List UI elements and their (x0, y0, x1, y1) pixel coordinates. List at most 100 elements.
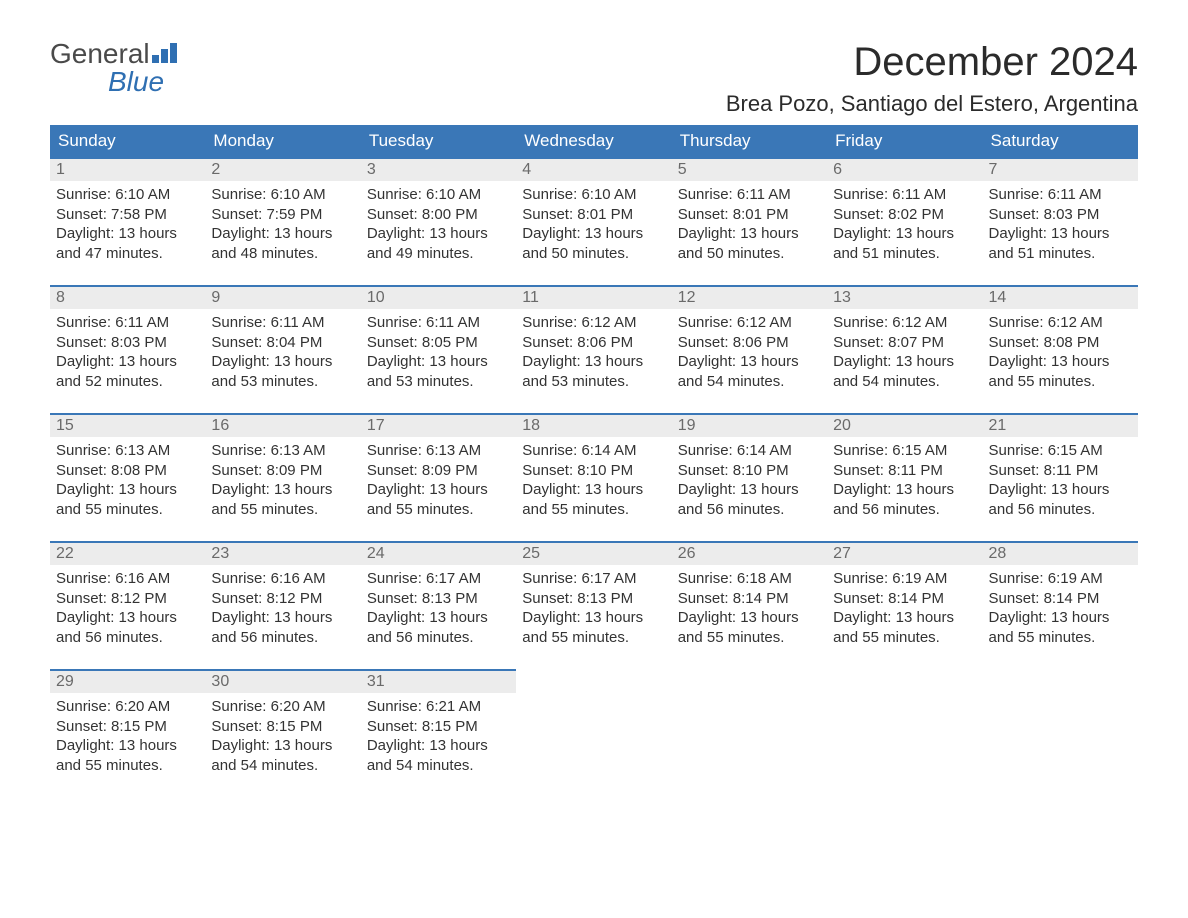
day-details: Sunrise: 6:12 AMSunset: 8:06 PMDaylight:… (516, 309, 671, 399)
day-number: 23 (205, 541, 360, 565)
day-number: 5 (672, 157, 827, 181)
sunset-line: Sunset: 8:01 PM (678, 205, 821, 225)
sunrise-line: Sunrise: 6:17 AM (522, 569, 665, 589)
daylight-line: Daylight: 13 hours and 55 minutes. (522, 480, 665, 519)
sunrise-line: Sunrise: 6:10 AM (56, 185, 199, 205)
weekday-header: Wednesday (516, 125, 671, 157)
sunset-line: Sunset: 8:11 PM (833, 461, 976, 481)
sunrise-line: Sunrise: 6:10 AM (522, 185, 665, 205)
day-details: Sunrise: 6:14 AMSunset: 8:10 PMDaylight:… (516, 437, 671, 527)
daylight-line: Daylight: 13 hours and 54 minutes. (678, 352, 821, 391)
calendar-day-cell: 19Sunrise: 6:14 AMSunset: 8:10 PMDayligh… (672, 413, 827, 541)
calendar-day-cell: 2Sunrise: 6:10 AMSunset: 7:59 PMDaylight… (205, 157, 360, 285)
sunset-line: Sunset: 8:06 PM (678, 333, 821, 353)
day-number: 6 (827, 157, 982, 181)
calendar-day-cell: 15Sunrise: 6:13 AMSunset: 8:08 PMDayligh… (50, 413, 205, 541)
day-number: 21 (983, 413, 1138, 437)
calendar-day-cell: 7 Sunrise: 6:11 AMSunset: 8:03 PMDaylight… (983, 157, 1138, 285)
day-number: 20 (827, 413, 982, 437)
daylight-line: Daylight: 13 hours and 51 minutes. (989, 224, 1132, 263)
day-details: Sunrise: 6:10 AMSunset: 8:01 PMDaylight:… (516, 181, 671, 271)
day-number: 8 (50, 285, 205, 309)
day-number: 26 (672, 541, 827, 565)
day-details: Sunrise: 6:16 AMSunset: 8:12 PMDaylight:… (205, 565, 360, 655)
daylight-line: Daylight: 13 hours and 53 minutes. (522, 352, 665, 391)
calendar-day-cell (827, 669, 982, 797)
daylight-line: Daylight: 13 hours and 53 minutes. (367, 352, 510, 391)
sunrise-line: Sunrise: 6:20 AM (211, 697, 354, 717)
day-details: Sunrise: 6:16 AMSunset: 8:12 PMDaylight:… (50, 565, 205, 655)
sunset-line: Sunset: 8:15 PM (367, 717, 510, 737)
daylight-line: Daylight: 13 hours and 56 minutes. (56, 608, 199, 647)
sunset-line: Sunset: 8:07 PM (833, 333, 976, 353)
day-details: Sunrise: 6:11 AMSunset: 8:03 PMDaylight:… (50, 309, 205, 399)
sunrise-line: Sunrise: 6:12 AM (678, 313, 821, 333)
location-subtitle: Brea Pozo, Santiago del Estero, Argentin… (726, 91, 1138, 117)
calendar-day-cell: 17Sunrise: 6:13 AMSunset: 8:09 PMDayligh… (361, 413, 516, 541)
day-details: Sunrise: 6:11 AMSunset: 8:01 PMDaylight:… (672, 181, 827, 271)
day-number: 29 (50, 669, 205, 693)
day-number: 7 (983, 157, 1138, 181)
sunrise-line: Sunrise: 6:10 AM (211, 185, 354, 205)
sunset-line: Sunset: 8:15 PM (211, 717, 354, 737)
day-number: 2 (205, 157, 360, 181)
sunrise-line: Sunrise: 6:13 AM (56, 441, 199, 461)
sunrise-line: Sunrise: 6:12 AM (833, 313, 976, 333)
daylight-line: Daylight: 13 hours and 50 minutes. (678, 224, 821, 263)
day-details: Sunrise: 6:20 AMSunset: 8:15 PMDaylight:… (205, 693, 360, 783)
sunset-line: Sunset: 8:14 PM (989, 589, 1132, 609)
sunrise-line: Sunrise: 6:13 AM (211, 441, 354, 461)
day-details: Sunrise: 6:19 AMSunset: 8:14 PMDaylight:… (827, 565, 982, 655)
day-details: Sunrise: 6:13 AMSunset: 8:08 PMDaylight:… (50, 437, 205, 527)
bars-icon (152, 40, 180, 68)
calendar-day-cell: 11Sunrise: 6:12 AMSunset: 8:06 PMDayligh… (516, 285, 671, 413)
sunrise-line: Sunrise: 6:19 AM (989, 569, 1132, 589)
calendar-day-cell: 6Sunrise: 6:11 AMSunset: 8:02 PMDaylight… (827, 157, 982, 285)
day-number: 16 (205, 413, 360, 437)
day-details: Sunrise: 6:10 AMSunset: 8:00 PMDaylight:… (361, 181, 516, 271)
day-details: Sunrise: 6:17 AMSunset: 8:13 PMDaylight:… (361, 565, 516, 655)
calendar-day-cell: 8Sunrise: 6:11 AMSunset: 8:03 PMDaylight… (50, 285, 205, 413)
sunrise-line: Sunrise: 6:16 AM (56, 569, 199, 589)
day-number: 12 (672, 285, 827, 309)
sunset-line: Sunset: 8:05 PM (367, 333, 510, 353)
calendar-week-row: 22Sunrise: 6:16 AMSunset: 8:12 PMDayligh… (50, 541, 1138, 669)
day-details: Sunrise: 6:11 AMSunset: 8:05 PMDaylight:… (361, 309, 516, 399)
logo-word-blue: Blue (50, 68, 180, 96)
sunset-line: Sunset: 8:02 PM (833, 205, 976, 225)
daylight-line: Daylight: 13 hours and 55 minutes. (367, 480, 510, 519)
day-details: Sunrise: 6:13 AMSunset: 8:09 PMDaylight:… (205, 437, 360, 527)
sunrise-line: Sunrise: 6:12 AM (522, 313, 665, 333)
sunset-line: Sunset: 8:09 PM (211, 461, 354, 481)
day-number: 22 (50, 541, 205, 565)
calendar-day-cell: 27Sunrise: 6:19 AMSunset: 8:14 PMDayligh… (827, 541, 982, 669)
sunset-line: Sunset: 7:58 PM (56, 205, 199, 225)
sunset-line: Sunset: 8:14 PM (678, 589, 821, 609)
daylight-line: Daylight: 13 hours and 55 minutes. (56, 480, 199, 519)
sunset-line: Sunset: 8:13 PM (367, 589, 510, 609)
sunset-line: Sunset: 8:04 PM (211, 333, 354, 353)
sunrise-line: Sunrise: 6:21 AM (367, 697, 510, 717)
calendar-day-cell: 29Sunrise: 6:20 AMSunset: 8:15 PMDayligh… (50, 669, 205, 797)
day-number: 4 (516, 157, 671, 181)
sunrise-line: Sunrise: 6:14 AM (522, 441, 665, 461)
calendar-day-cell: 24Sunrise: 6:17 AMSunset: 8:13 PMDayligh… (361, 541, 516, 669)
weekday-header: Saturday (983, 125, 1138, 157)
daylight-line: Daylight: 13 hours and 50 minutes. (522, 224, 665, 263)
calendar-day-cell: 20Sunrise: 6:15 AMSunset: 8:11 PMDayligh… (827, 413, 982, 541)
sunset-line: Sunset: 8:03 PM (989, 205, 1132, 225)
calendar-day-cell (516, 669, 671, 797)
sunrise-line: Sunrise: 6:11 AM (989, 185, 1132, 205)
day-number: 14 (983, 285, 1138, 309)
calendar-day-cell: 21Sunrise: 6:15 AMSunset: 8:11 PMDayligh… (983, 413, 1138, 541)
daylight-line: Daylight: 13 hours and 47 minutes. (56, 224, 199, 263)
weekday-header-row: Sunday Monday Tuesday Wednesday Thursday… (50, 125, 1138, 157)
calendar-day-cell (672, 669, 827, 797)
day-details: Sunrise: 6:15 AMSunset: 8:11 PMDaylight:… (983, 437, 1138, 527)
day-details: Sunrise: 6:12 AMSunset: 8:08 PMDaylight:… (983, 309, 1138, 399)
sunrise-line: Sunrise: 6:19 AM (833, 569, 976, 589)
day-details: Sunrise: 6:19 AMSunset: 8:14 PMDaylight:… (983, 565, 1138, 655)
day-number: 28 (983, 541, 1138, 565)
daylight-line: Daylight: 13 hours and 56 minutes. (211, 608, 354, 647)
day-number: 31 (361, 669, 516, 693)
